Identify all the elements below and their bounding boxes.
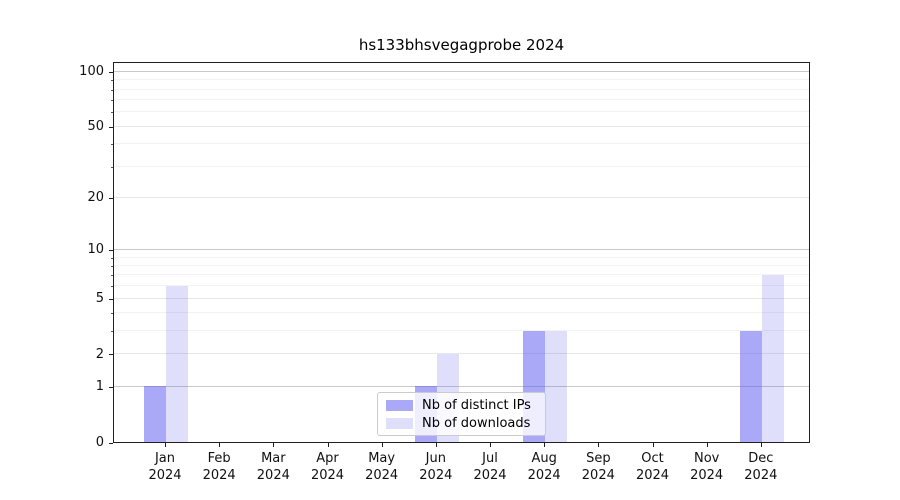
gridline-1 — [114, 385, 809, 387]
y-tick-label-100: 100 — [79, 64, 104, 80]
gridline-10 — [114, 248, 809, 250]
bar-distinct-ips-jan — [144, 386, 166, 442]
gridline-2 — [114, 353, 809, 355]
x-tick-mark-jun — [435, 443, 437, 447]
gridline-minor-7 — [114, 274, 809, 276]
gridline-100 — [114, 70, 809, 72]
gridline-minor-80 — [114, 88, 809, 90]
bar-downloads-aug — [545, 330, 568, 442]
x-tick-mark-dec — [760, 443, 762, 447]
x-tick-label-oct: Oct 2024 — [635, 451, 670, 483]
bar-distinct-ips-dec — [739, 330, 762, 442]
y-tick-mark-minor-3 — [111, 331, 113, 333]
y-tick-mark-minor-7 — [111, 275, 113, 277]
y-tick-mark-minor-90 — [111, 80, 113, 82]
y-tick-mark-minor-30 — [111, 166, 113, 168]
x-tick-mark-aug — [544, 443, 546, 447]
y-tick-mark-1 — [109, 386, 113, 388]
x-tick-mark-may — [381, 443, 383, 447]
plot-area — [113, 62, 810, 443]
legend-label-downloads: Nb of downloads — [422, 415, 531, 431]
chart-title: hs133bhsvegagprobe 2024 — [358, 36, 565, 54]
x-tick-mark-apr — [327, 443, 329, 447]
gridline-minor-30 — [114, 165, 809, 167]
y-tick-mark-20 — [109, 197, 113, 199]
y-tick-mark-minor-6 — [111, 286, 113, 288]
x-tick-label-jan: Jan 2024 — [148, 451, 182, 483]
y-tick-label-10: 10 — [87, 242, 104, 258]
gridline-minor-6 — [114, 285, 809, 287]
gridline-50 — [114, 125, 809, 127]
gridline-5 — [114, 297, 809, 299]
y-tick-label-2: 2 — [95, 346, 104, 362]
x-tick-label-mar: Mar 2024 — [256, 451, 290, 483]
gridline-minor-90 — [114, 79, 809, 81]
x-tick-mark-sep — [598, 443, 600, 447]
legend: Nb of distinct IPs Nb of downloads — [377, 392, 546, 436]
y-tick-mark-100 — [109, 71, 113, 73]
y-tick-label-1: 1 — [95, 379, 104, 395]
y-tick-mark-2 — [109, 354, 113, 356]
bar-downloads-dec — [761, 274, 784, 442]
y-tick-mark-minor-60 — [111, 112, 113, 114]
x-tick-mark-nov — [706, 443, 708, 447]
bar-downloads-jan — [166, 285, 188, 442]
y-tick-mark-minor-9 — [111, 257, 113, 259]
y-tick-label-50: 50 — [87, 119, 104, 135]
y-tick-mark-10 — [109, 249, 113, 251]
gridline-minor-8 — [114, 265, 809, 267]
x-tick-mark-mar — [273, 443, 275, 447]
gridline-minor-9 — [114, 256, 809, 258]
x-tick-mark-oct — [652, 443, 654, 447]
y-tick-mark-0 — [109, 442, 113, 444]
y-tick-mark-minor-4 — [111, 313, 113, 315]
gridline-20 — [114, 196, 809, 198]
y-tick-label-5: 5 — [95, 291, 104, 307]
y-tick-label-20: 20 — [87, 190, 104, 206]
x-tick-mark-jul — [490, 443, 491, 447]
legend-swatch-downloads-icon — [386, 417, 413, 429]
y-tick-label-0: 0 — [95, 435, 104, 450]
gridline-minor-4 — [114, 312, 809, 314]
x-tick-label-dec: Dec 2024 — [744, 451, 778, 483]
x-tick-mark-jan — [165, 443, 166, 447]
x-tick-label-may: May 2024 — [365, 451, 399, 483]
y-tick-mark-minor-40 — [111, 144, 113, 146]
legend-swatch-distinct-ips-icon — [386, 399, 413, 411]
gridline-minor-60 — [114, 111, 809, 113]
x-tick-mark-feb — [219, 443, 221, 447]
x-tick-label-jul: Jul 2024 — [473, 451, 507, 483]
gridline-minor-70 — [114, 99, 809, 101]
y-tick-mark-minor-70 — [111, 100, 113, 102]
legend-label-distinct-ips: Nb of distinct IPs — [422, 397, 531, 413]
y-tick-mark-minor-80 — [111, 89, 113, 91]
x-tick-label-nov: Nov 2024 — [690, 451, 724, 483]
gridline-minor-40 — [114, 143, 809, 145]
gridline-minor-3 — [114, 330, 809, 332]
x-tick-label-sep: Sep 2024 — [581, 451, 615, 483]
y-tick-mark-50 — [109, 126, 113, 128]
legend-item-distinct-ips: Nb of distinct IPs — [386, 398, 537, 413]
y-tick-mark-5 — [109, 298, 113, 300]
legend-item-downloads: Nb of downloads — [386, 416, 537, 431]
x-tick-label-apr: Apr 2024 — [310, 451, 345, 483]
x-tick-label-feb: Feb 2024 — [202, 451, 236, 483]
x-tick-label-jun: Jun 2024 — [419, 451, 453, 483]
x-tick-label-aug: Aug 2024 — [527, 451, 561, 483]
y-tick-mark-minor-8 — [111, 266, 113, 267]
